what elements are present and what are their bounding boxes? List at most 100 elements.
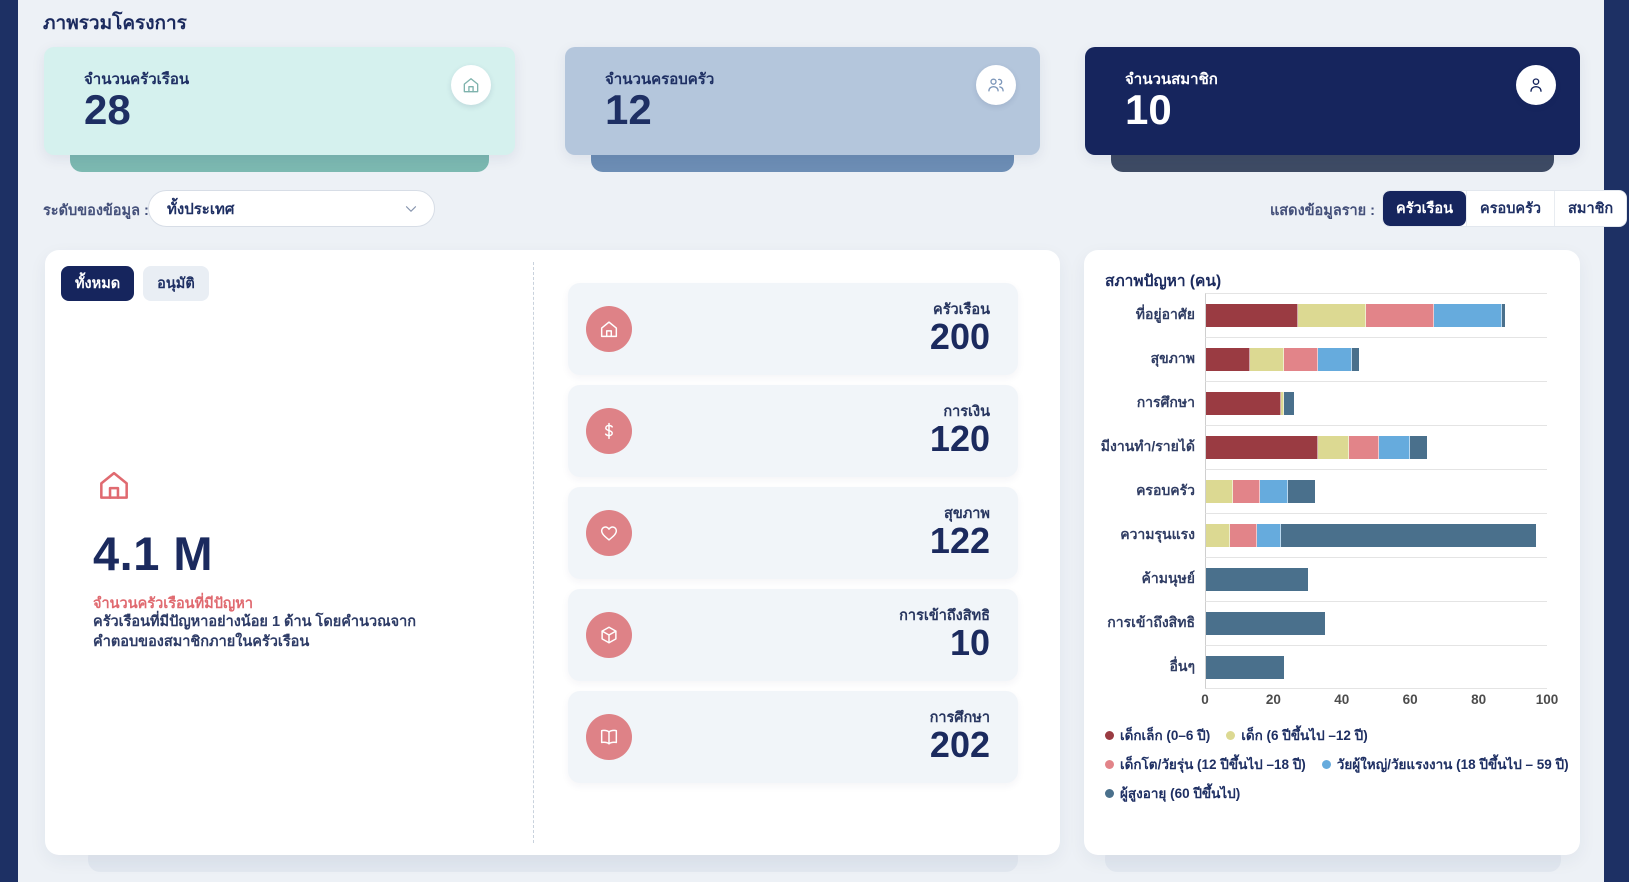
problem-card-label: การเข้าถึงสิทธิ [899, 608, 990, 624]
chart-bar-track [1205, 645, 1547, 689]
problem-card-value: 202 [929, 724, 990, 765]
bar-segment [1206, 524, 1230, 547]
stacked-bar [1206, 524, 1536, 547]
legend-dot-icon [1105, 788, 1114, 798]
display-by-option[interactable]: สมาชิก [1554, 191, 1627, 226]
stacked-bar [1206, 304, 1506, 327]
households-with-problems-value: 4.1 M [93, 527, 214, 580]
overview-panel: ทั้งหมด อนุมัติ 4.1 M จำนวนครัวเรือนที่มี… [45, 250, 1060, 855]
bar-segment [1206, 392, 1281, 415]
chart-category-label: ความรุนแรง [1120, 526, 1195, 542]
data-level-label: ระดับของข้อมูล : [43, 203, 149, 219]
stacked-bar [1206, 568, 1308, 591]
bar-segment [1287, 480, 1315, 503]
summary-card-value: 28 [84, 86, 131, 133]
data-level-selected-value: ทั้งประเทศ [167, 200, 235, 218]
bar-segment [1280, 392, 1285, 415]
chart-category-label: ที่อยู่อาศัย [1135, 306, 1195, 322]
legend-item: เด็ก (6 ปีขึ้นไป –12 ปี) [1226, 724, 1368, 746]
person-icon [1516, 65, 1556, 105]
bar-segment [1206, 568, 1308, 591]
stacked-bar [1206, 480, 1315, 503]
stacked-bar [1206, 612, 1325, 635]
bar-segment [1280, 524, 1536, 547]
legend-dot-icon [1105, 730, 1114, 740]
legend-label: เด็กโต/วัยรุ่น (12 ปีขึ้นไป –18 ปี) [1120, 757, 1306, 772]
bar-segment [1379, 436, 1410, 459]
bar-segment [1318, 348, 1353, 371]
bar-segment [1433, 304, 1502, 327]
legend-row: ผู้สูงอายุ (60 ปีขึ้นไป) [1105, 782, 1569, 804]
summary-card-label: จำนวนครอบครัว [605, 71, 715, 88]
legend-row: เด็กเล็ก (0–6 ปี) เด็ก (6 ปีขึ้นไป –12 ปี… [1105, 724, 1569, 746]
legend-dot-icon [1321, 759, 1331, 769]
page-title: ภาพรวมโครงการ [43, 13, 187, 34]
problem-card-value: 122 [929, 520, 990, 561]
chart-bar-track [1205, 425, 1547, 469]
people-icon [976, 65, 1016, 105]
problem-card-value: 120 [929, 418, 990, 459]
chart-title: สภาพปัญหา (คน) [1105, 273, 1222, 290]
bar-segment [1318, 436, 1349, 459]
chart-bar-track [1205, 557, 1547, 601]
house-icon [586, 306, 632, 352]
chart-legend: เด็กเล็ก (0–6 ปี) เด็ก (6 ปีขึ้นไป –12 ปี… [1105, 724, 1569, 804]
summary-card-value: 12 [605, 86, 652, 133]
dollar-icon [586, 408, 632, 454]
status-tab[interactable]: อนุมัติ [143, 266, 209, 301]
display-by-toggle-group: ครัวเรือน ครอบครัว สมาชิก [1382, 190, 1628, 227]
legend-row: เด็กโต/วัยรุ่น (12 ปีขึ้นไป –18 ปี) วัยผู… [1105, 753, 1569, 775]
status-tab[interactable]: ทั้งหมด [61, 266, 135, 301]
chart-bar-track [1205, 513, 1547, 557]
problems-chart-panel: สภาพปัญหา (คน) ที่อยู่อาศัย สุขภาพ การศึกษ… [1084, 250, 1580, 855]
summary-card-value: 10 [1125, 86, 1172, 133]
x-axis-tick: 0 [1201, 692, 1209, 707]
legend-item: ผู้สูงอายุ (60 ปีขึ้นไป) [1105, 782, 1240, 804]
legend-item: วัยผู้ใหญ่/วัยแรงงาน (18 ปีขึ้นไป – 59 ป… [1321, 753, 1569, 775]
display-by-option[interactable]: ครัวเรือน [1383, 191, 1466, 226]
bar-segment [1206, 480, 1234, 503]
chart-category-label: อื่นๆ [1169, 658, 1196, 674]
bar-segment [1229, 524, 1257, 547]
legend-label: วัยผู้ใหญ่/วัยแรงงาน (18 ปีขึ้นไป – 59 ป… [1336, 757, 1569, 772]
chart-category-label: ครอบครัว [1136, 482, 1195, 498]
bar-segment [1233, 480, 1261, 503]
households-with-problems-description: ครัวเรือนที่มีปัญหาอย่างน้อย 1 ด้าน โดยค… [93, 614, 417, 651]
stacked-bar [1206, 436, 1427, 459]
problem-card-label: การเงิน [943, 404, 990, 420]
problem-card-label: การศึกษา [929, 710, 990, 726]
bar-segment [1365, 304, 1434, 327]
chart-bar-track [1205, 469, 1547, 513]
summary-card-people: จำนวนครอบครัว 12 [565, 47, 1040, 155]
legend-item: เด็กเล็ก (0–6 ปี) [1105, 724, 1210, 746]
package-icon [586, 612, 632, 658]
bar-segment [1348, 436, 1380, 459]
problem-card-label: สุขภาพ [943, 506, 990, 522]
stacked-bar-chart: ที่อยู่อาศัย สุขภาพ การศึกษา มีงานทำ/รายได้… [1100, 293, 1547, 689]
problem-card-book: การศึกษา 202 [568, 691, 1018, 783]
display-by-option[interactable]: ครอบครัว [1466, 191, 1555, 226]
chart-bar-track [1205, 381, 1547, 425]
legend-dot-icon [1105, 759, 1114, 769]
problem-card-value: 200 [929, 316, 990, 357]
bar-segment [1284, 392, 1295, 415]
bar-segment [1206, 656, 1285, 679]
x-axis-tick: 80 [1471, 692, 1487, 707]
chart-category-label: มีงานทำ/รายได้ [1100, 438, 1195, 454]
problem-card-value: 10 [949, 622, 990, 663]
stacked-bar [1206, 392, 1295, 415]
problem-category-list: ครัวเรือน 200 การเงิน 120 สุขภาพ 122 การเข้าถึ… [568, 283, 1018, 783]
stacked-bar [1206, 348, 1359, 371]
x-axis-tick: 100 [1535, 692, 1559, 707]
stacked-bar [1206, 656, 1285, 679]
bar-segment [1297, 304, 1366, 327]
problem-card-package: การเข้าถึงสิทธิ 10 [568, 589, 1018, 681]
data-level-dropdown[interactable]: ทั้งประเทศ [148, 190, 435, 227]
bar-segment [1206, 304, 1298, 327]
bar-segment [1409, 436, 1427, 459]
legend-item: เด็กโต/วัยรุ่น (12 ปีขึ้นไป –18 ปี) [1105, 753, 1306, 775]
chart-category-label: สุขภาพ [1150, 350, 1195, 366]
summary-card-person: จำนวนสมาชิก 10 [1085, 47, 1580, 155]
chart-bar-track [1205, 601, 1547, 645]
